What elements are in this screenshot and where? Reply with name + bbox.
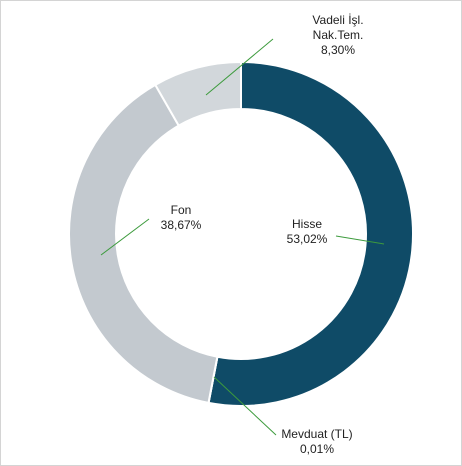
slice	[153, 60, 242, 127]
slice-value-label: 8,30%	[320, 43, 356, 57]
slice-label: Vadeli İşl. Nak.Tem.	[312, 13, 364, 42]
slice-label: Fon	[170, 203, 192, 217]
slice-label: Mevduat (TL)	[281, 427, 353, 441]
slice-value-label: 38,67%	[160, 218, 202, 232]
slice-value-label: 53,02%	[286, 232, 328, 246]
leader-line	[205, 38, 274, 96]
slice-label: Hisse	[291, 217, 322, 231]
leader-line	[213, 376, 277, 436]
slice	[68, 83, 219, 405]
leader-line	[335, 235, 385, 245]
slice-value-label: 0,01%	[299, 442, 335, 456]
leader-line	[100, 218, 150, 256]
slice	[207, 60, 414, 407]
